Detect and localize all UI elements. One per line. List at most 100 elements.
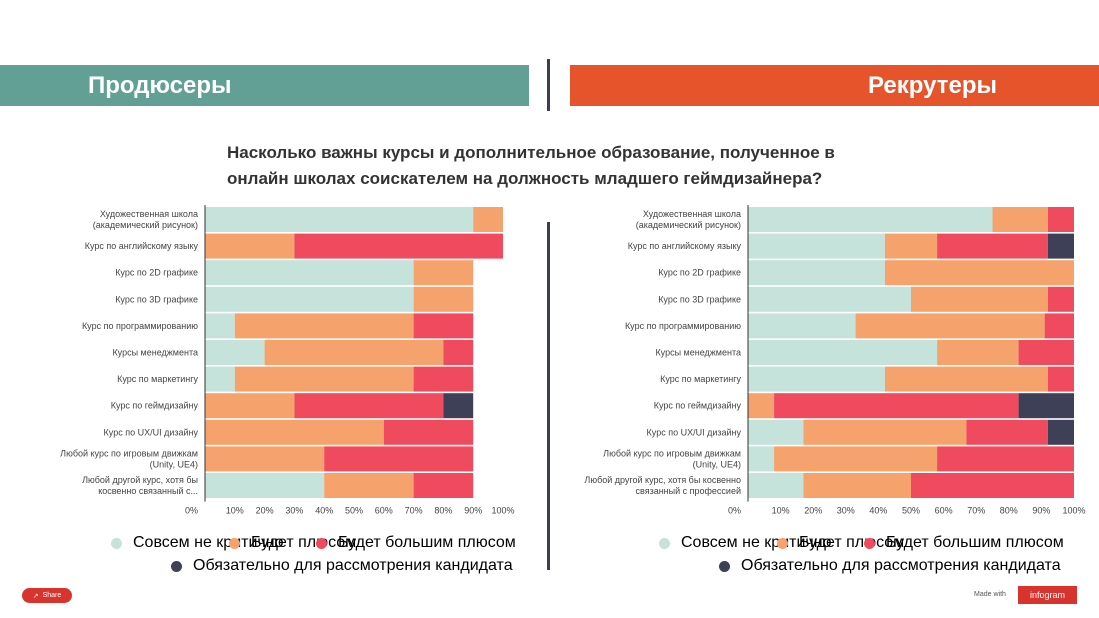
bar-segment-1-10-0[interactable]: [748, 473, 804, 498]
bar-segment-1-6-1[interactable]: [884, 366, 1048, 392]
legend-item-1-0[interactable]: Совсем не критично: [659, 534, 831, 552]
bar-segment-0-1-2[interactable]: [294, 233, 503, 259]
made-with-text: Made with: [974, 591, 1006, 598]
bar-segment-1-5-0[interactable]: [748, 340, 938, 365]
bar-segment-0-3-0[interactable]: [205, 286, 414, 312]
legend-item-1-3[interactable]: Обязательно для рассмотрения кандидата: [719, 557, 1061, 575]
bar-segment-0-10-1[interactable]: [324, 473, 414, 498]
x-tick-0-1: 10%: [226, 506, 244, 516]
bar-segment-1-8-0[interactable]: [748, 419, 804, 445]
bar-segment-0-5-0[interactable]: [205, 340, 265, 365]
bar-segment-0-9-2[interactable]: [324, 446, 474, 472]
bar-segment-0-4-0[interactable]: [205, 313, 235, 339]
bar-segment-0-5-1[interactable]: [264, 340, 444, 365]
bar-segment-1-10-2[interactable]: [911, 473, 1074, 498]
bar-segment-1-4-0[interactable]: [748, 313, 856, 339]
bar-segment-0-2-0[interactable]: [205, 260, 414, 286]
bar-segment-1-2-1[interactable]: [884, 260, 1074, 286]
bar-segment-0-0-0[interactable]: [205, 207, 474, 232]
legend-item-1-1[interactable]: Будет плюсом: [777, 534, 904, 552]
legend-item-0-3[interactable]: Обязательно для рассмотрения кандидата: [171, 557, 513, 575]
recruiters-chart: Художественная школа(академический рисун…: [584, 205, 1086, 516]
bar-segment-1-8-3[interactable]: [1047, 419, 1074, 445]
category-label-1-7-0: Курс по геймдизайну: [654, 401, 742, 411]
bar-segment-0-8-1[interactable]: [205, 419, 384, 445]
bar-segment-1-1-1[interactable]: [884, 233, 938, 259]
bar-segment-1-4-2[interactable]: [1044, 313, 1074, 339]
category-label-0-4-0: Курс по программированию: [82, 321, 198, 331]
bar-segment-1-5-1[interactable]: [937, 340, 1019, 365]
bar-segment-1-1-3[interactable]: [1047, 233, 1074, 259]
legend-swatch-0-1: [229, 537, 240, 549]
category-label-0-5-0: Курсы менеджмента: [112, 348, 198, 358]
x-tick-1-5: 50%: [902, 506, 920, 516]
legend-item-0-2[interactable]: Будет большим плюсом: [316, 534, 516, 552]
bar-segment-0-7-2[interactable]: [294, 393, 444, 419]
bar-segment-0-10-2[interactable]: [413, 473, 474, 498]
x-tick-1-4: 40%: [869, 506, 887, 516]
legend-item-0-0[interactable]: Совсем не критично: [111, 534, 283, 552]
category-label-1-1-0: Курс по английскому языку: [628, 241, 742, 251]
recruiters-banner: Рекрутеры: [570, 65, 1099, 106]
legend-label-1-2: Будет большим плюсом: [886, 534, 1064, 551]
bar-segment-1-5-2[interactable]: [1018, 340, 1074, 365]
bar-segment-1-8-2[interactable]: [966, 419, 1048, 445]
bar-segment-1-3-1[interactable]: [911, 286, 1048, 312]
bar-segment-1-9-2[interactable]: [937, 446, 1074, 472]
bar-segment-0-6-1[interactable]: [234, 366, 414, 392]
infogram-logo[interactable]: infogram: [1018, 586, 1077, 604]
bar-segment-0-4-2[interactable]: [413, 313, 474, 339]
bar-segment-1-9-0[interactable]: [748, 446, 775, 472]
legend-item-0-1[interactable]: Будет плюсом: [229, 534, 356, 552]
bar-segment-0-6-0[interactable]: [205, 366, 235, 392]
category-label-0-0-1: (академический рисунок): [93, 220, 198, 230]
infogram-brand: infogram: [1029, 590, 1065, 600]
bar-segment-0-10-0[interactable]: [205, 473, 325, 498]
legend-swatch-0-3: [171, 560, 182, 572]
category-label-1-0-0: Художественная школа: [643, 209, 741, 219]
header-divider: [547, 59, 550, 111]
legend-swatch-1-0: [659, 537, 670, 549]
x-tick-1-0: 0%: [728, 506, 741, 516]
bar-segment-1-0-2[interactable]: [1047, 207, 1074, 232]
bar-segment-0-0-1[interactable]: [473, 207, 503, 232]
bar-segment-0-5-2[interactable]: [443, 340, 474, 365]
legend-swatch-1-2: [864, 537, 875, 549]
bar-segment-1-7-2[interactable]: [774, 393, 1019, 419]
bar-segment-1-2-0[interactable]: [748, 260, 885, 286]
bar-segment-1-7-3[interactable]: [1018, 393, 1074, 419]
bar-segment-1-0-1[interactable]: [992, 207, 1048, 232]
bar-segment-0-2-1[interactable]: [413, 260, 474, 286]
x-tick-1-3: 30%: [837, 506, 855, 516]
bar-segment-1-4-1[interactable]: [855, 313, 1045, 339]
bar-segment-0-7-3[interactable]: [443, 393, 474, 419]
recruiters-title: Рекрутеры: [868, 71, 998, 99]
bar-segment-1-7-1[interactable]: [748, 393, 775, 419]
bar-segment-1-3-0[interactable]: [748, 286, 911, 312]
category-label-1-4-0: Курс по программированию: [625, 321, 741, 331]
bar-segment-1-0-0[interactable]: [748, 207, 993, 232]
bar-segment-0-8-2[interactable]: [383, 419, 474, 445]
bar-segment-0-3-1[interactable]: [413, 286, 474, 312]
bar-segment-0-1-1[interactable]: [205, 233, 295, 259]
survey-question: Насколько важны курсы и дополнительное о…: [227, 143, 835, 188]
bar-segment-1-9-1[interactable]: [774, 446, 938, 472]
bar-segment-0-6-2[interactable]: [413, 366, 474, 392]
bar-segment-1-1-2[interactable]: [937, 233, 1048, 259]
category-label-1-0-1: (академический рисунок): [636, 220, 741, 230]
legend-item-1-2[interactable]: Будет большим плюсом: [864, 534, 1064, 552]
bar-segment-0-7-1[interactable]: [205, 393, 295, 419]
bar-segment-1-6-0[interactable]: [748, 366, 885, 392]
share-label: Share: [42, 592, 62, 599]
category-label-1-5-0: Курсы менеджмента: [655, 348, 741, 358]
share-button[interactable]: ↗ Share: [22, 588, 72, 603]
producers-title: Продюсеры: [88, 71, 232, 99]
bar-segment-1-1-0[interactable]: [748, 233, 885, 259]
bar-segment-1-10-1[interactable]: [803, 473, 911, 498]
bar-segment-0-4-1[interactable]: [234, 313, 414, 339]
bar-segment-1-8-1[interactable]: [803, 419, 967, 445]
category-label-1-8-0: Курс по UX/UI дизайну: [647, 427, 742, 437]
bar-segment-0-9-1[interactable]: [205, 446, 325, 472]
bar-segment-1-3-2[interactable]: [1047, 286, 1074, 312]
bar-segment-1-6-2[interactable]: [1047, 366, 1074, 392]
